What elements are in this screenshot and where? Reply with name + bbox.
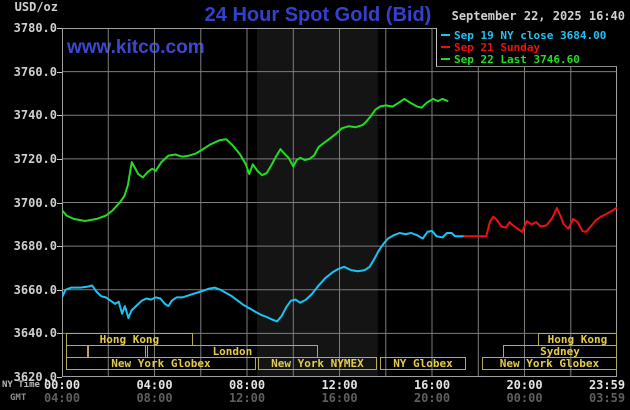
legend-label: Sep 21 Sunday [454,40,541,54]
chart-datetime: September 22, 2025 16:40 [451,9,625,23]
legend-item-sep22: Sep 22 Last 3746.60 [437,52,617,66]
x-axis-label-gmt: 20:00 [413,391,451,405]
plot-border [62,28,617,377]
series-line-1 [463,207,617,238]
y-axis-tick [57,158,62,160]
y-axis-label: 3760.0 [13,64,57,79]
x-axis-label-ny: 00:00 [43,378,81,392]
x-axis-label-gmt: 16:00 [321,391,358,405]
x-axis-gmt-caption: GMT [10,393,27,403]
y-axis-tick [57,333,62,335]
x-axis-label-gmt: 08:00 [136,391,173,405]
legend-item-sep19: Sep 19 NY close 3684.00 [437,28,617,42]
y-axis-tick [57,289,62,291]
session-box-new-york-globex: New York Globex [481,357,617,370]
legend-dash-cyan-icon [441,34,450,36]
y-axis-label: 3700.0 [13,195,57,210]
kitco-watermark-link[interactable]: www.kitco.com [67,37,205,58]
series-line-2 [62,97,449,222]
legend-label: Sep 22 Last 3746.60 [454,52,580,66]
y-axis-tick [57,115,62,117]
x-axis-label-ny: 08:00 [228,378,266,392]
y-axis-tick [57,377,62,378]
chart-title: 24 Hour Spot Gold (Bid) [204,4,432,26]
y-axis-label: 3680.0 [13,239,57,254]
chart-canvas [62,28,617,377]
x-axis-label-gmt: 00:00 [506,391,543,405]
x-axis-label-ny: 16:00 [413,378,451,392]
y-axis-tick [57,246,62,248]
x-axis-ny-time-caption: NY Time [2,380,40,390]
y-axis-label: 3780.0 [13,21,57,35]
y-axis-units-label: USD/oz [14,0,58,14]
y-axis-label: 3740.0 [13,108,57,123]
y-axis-tick [57,28,62,29]
y-axis-tick [57,202,62,204]
x-axis-label-gmt: 03:59 [588,391,626,405]
x-axis-label-ny: 20:00 [506,378,543,392]
y-axis-label: 3720.0 [13,151,57,166]
legend-dash-red-icon [441,46,450,48]
y-axis-tick [57,71,62,73]
y-axis-label: 3620.0 [13,370,57,384]
session-box-new-york-globex: New York Globex [65,357,256,370]
y-axis-label: 3640.0 [13,326,57,341]
x-axis-label-gmt: 12:00 [228,391,266,405]
legend-item-sep21: Sep 21 Sunday [437,40,617,54]
legend-label: Sep 19 NY close 3684.00 [454,28,607,42]
session-box-new-york-nymex: New York NYMEX [257,357,377,370]
x-axis-label-gmt: 04:00 [43,391,81,405]
x-axis-label-ny: 23:59 [588,378,626,392]
y-axis-label: 3660.0 [13,282,57,297]
x-axis-label-ny: 12:00 [321,378,358,392]
session-box-ny-globex: NY Globex [380,357,466,370]
x-axis-label-ny: 04:00 [136,378,173,392]
plot-area: Hong Kong Hong Kong London Sydney New York G… [62,28,617,377]
chart-legend: Sep 19 NY close 3684.00 Sep 21 Sunday Se… [436,28,617,67]
series-line-0 [62,229,466,323]
legend-dash-green-icon [441,58,450,60]
